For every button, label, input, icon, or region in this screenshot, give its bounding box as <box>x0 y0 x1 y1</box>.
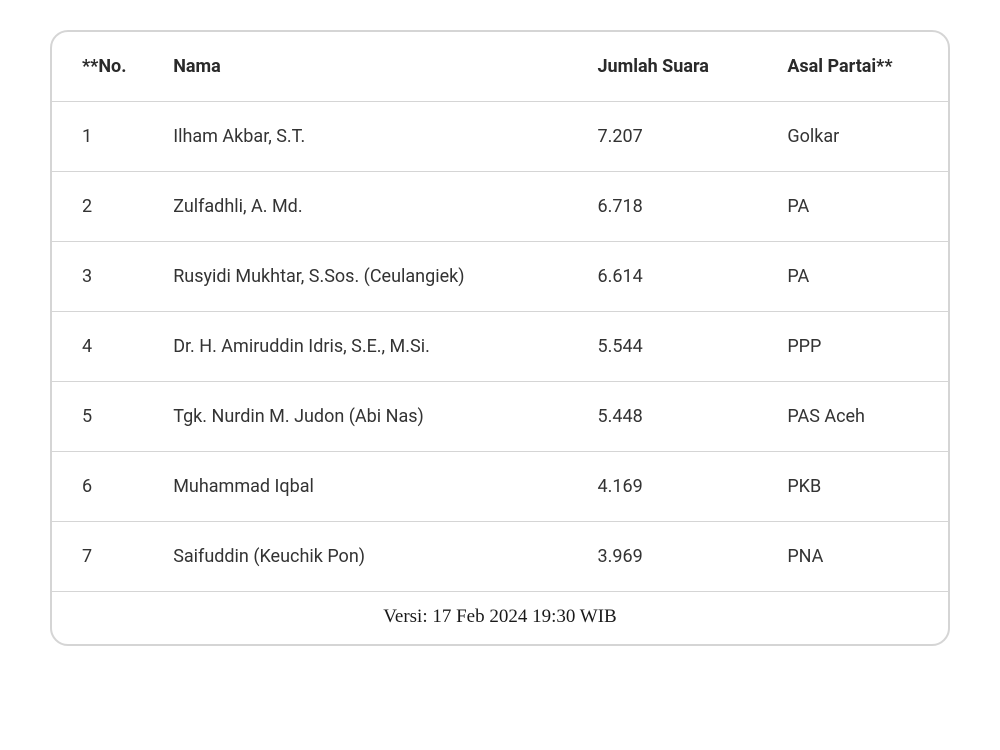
table-body: 1 Ilham Akbar, S.T. 7.207 Golkar 2 Zulfa… <box>52 102 948 645</box>
cell-nama: Ilham Akbar, S.T. <box>155 102 579 172</box>
header-partai: Asal Partai** <box>769 32 948 102</box>
cell-no: 7 <box>52 522 155 592</box>
cell-no: 6 <box>52 452 155 522</box>
header-suara: Jumlah Suara <box>580 32 770 102</box>
cell-partai: PA <box>769 172 948 242</box>
table-row: 6 Muhammad Iqbal 4.169 PKB <box>52 452 948 522</box>
cell-partai: PNA <box>769 522 948 592</box>
cell-no: 1 <box>52 102 155 172</box>
table-row: 7 Saifuddin (Keuchik Pon) 3.969 PNA <box>52 522 948 592</box>
cell-partai: PA <box>769 242 948 312</box>
cell-no: 4 <box>52 312 155 382</box>
header-row: **No. Nama Jumlah Suara Asal Partai** <box>52 32 948 102</box>
table-row: 2 Zulfadhli, A. Md. 6.718 PA <box>52 172 948 242</box>
cell-suara: 5.544 <box>580 312 770 382</box>
table-row: 3 Rusyidi Mukhtar, S.Sos. (Ceulangiek) 6… <box>52 242 948 312</box>
footer-row: Versi: 17 Feb 2024 19:30 WIB <box>52 592 948 645</box>
cell-suara: 4.169 <box>580 452 770 522</box>
cell-nama: Muhammad Iqbal <box>155 452 579 522</box>
cell-suara: 6.614 <box>580 242 770 312</box>
table-row: 5 Tgk. Nurdin M. Judon (Abi Nas) 5.448 P… <box>52 382 948 452</box>
header-no: **No. <box>52 32 155 102</box>
results-table-container: **No. Nama Jumlah Suara Asal Partai** 1 … <box>50 30 950 646</box>
cell-nama: Dr. H. Amiruddin Idris, S.E., M.Si. <box>155 312 579 382</box>
table-row: 4 Dr. H. Amiruddin Idris, S.E., M.Si. 5.… <box>52 312 948 382</box>
footer-text: Versi: 17 Feb 2024 19:30 WIB <box>52 592 948 645</box>
header-nama: Nama <box>155 32 579 102</box>
cell-no: 3 <box>52 242 155 312</box>
cell-partai: Golkar <box>769 102 948 172</box>
cell-nama: Rusyidi Mukhtar, S.Sos. (Ceulangiek) <box>155 242 579 312</box>
cell-suara: 7.207 <box>580 102 770 172</box>
cell-partai: PPP <box>769 312 948 382</box>
cell-suara: 3.969 <box>580 522 770 592</box>
cell-partai: PKB <box>769 452 948 522</box>
cell-nama: Zulfadhli, A. Md. <box>155 172 579 242</box>
cell-suara: 5.448 <box>580 382 770 452</box>
cell-partai: PAS Aceh <box>769 382 948 452</box>
cell-suara: 6.718 <box>580 172 770 242</box>
results-table: **No. Nama Jumlah Suara Asal Partai** 1 … <box>52 32 948 644</box>
table-row: 1 Ilham Akbar, S.T. 7.207 Golkar <box>52 102 948 172</box>
cell-no: 5 <box>52 382 155 452</box>
cell-nama: Tgk. Nurdin M. Judon (Abi Nas) <box>155 382 579 452</box>
cell-nama: Saifuddin (Keuchik Pon) <box>155 522 579 592</box>
table-header: **No. Nama Jumlah Suara Asal Partai** <box>52 32 948 102</box>
cell-no: 2 <box>52 172 155 242</box>
